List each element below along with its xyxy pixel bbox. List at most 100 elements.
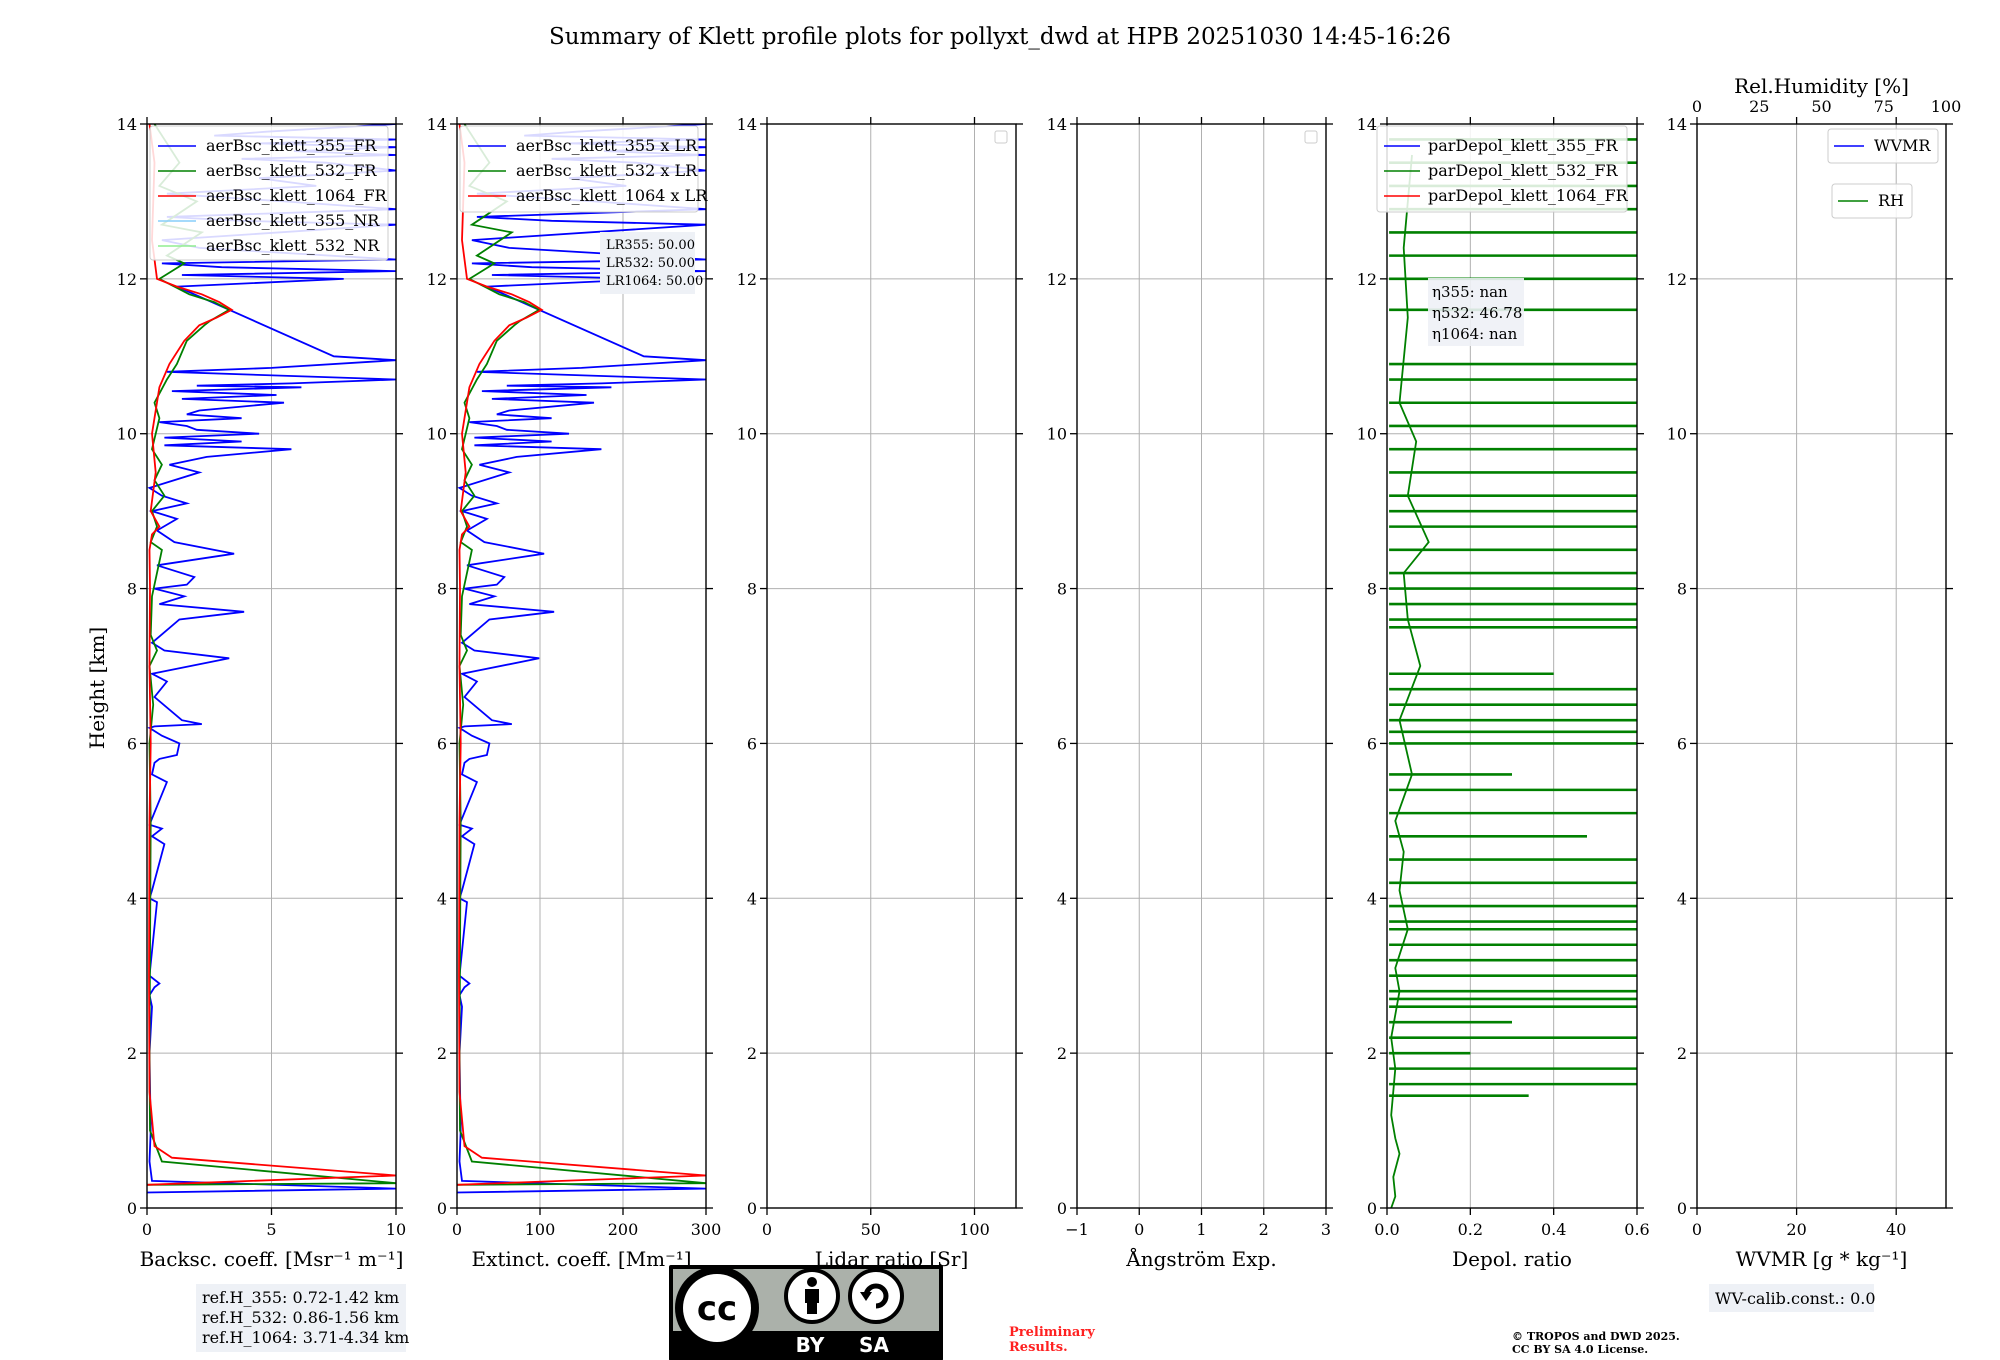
y-tick-label: 0 bbox=[1057, 1199, 1067, 1218]
eta-532: η532: 46.78 bbox=[1432, 304, 1522, 322]
x-tick-label: 50 bbox=[861, 1220, 881, 1239]
legend-entry: aerBsc_klett_1064_FR bbox=[206, 186, 388, 205]
y-tick-label: 6 bbox=[127, 734, 137, 753]
y-tick-label: 14 bbox=[737, 115, 757, 134]
refh-info-box: ref.H_355: 0.72-1.42 km ref.H_532: 0.86-… bbox=[196, 1284, 409, 1352]
y-tick-label: 0 bbox=[1677, 1199, 1687, 1218]
series-group bbox=[1389, 138, 1637, 1208]
legend-depol: parDepol_klett_355_FR parDepol_klett_532… bbox=[1376, 125, 1629, 213]
y-tick-label: 10 bbox=[737, 425, 757, 444]
y-tick-label: 2 bbox=[1367, 1044, 1377, 1063]
legend-backscatter: aerBsc_klett_355_FR aerBsc_klett_532_FR … bbox=[149, 125, 389, 261]
y-tick-label: 2 bbox=[437, 1044, 447, 1063]
y-tick-label: 12 bbox=[1357, 270, 1377, 289]
y-tick-label: 4 bbox=[747, 889, 757, 908]
y-tick-label: 0 bbox=[127, 1199, 137, 1218]
x-tick-label: 0 bbox=[1692, 1220, 1702, 1239]
legend-wvmr: WVMR bbox=[1827, 128, 1939, 164]
x-axis-label: Ångström Exp. bbox=[1125, 1246, 1276, 1271]
y-tick-label: 10 bbox=[1667, 425, 1687, 444]
x-axis-label: Backsc. coeff. [Msr⁻¹ m⁻¹] bbox=[140, 1247, 404, 1271]
y-tick-label: 8 bbox=[437, 580, 447, 599]
series-line-aerBsc_klett_1064_FR bbox=[147, 124, 396, 1186]
x-tick-label: 10 bbox=[386, 1220, 406, 1239]
y-tick-label: 2 bbox=[1057, 1044, 1067, 1063]
axes-frame bbox=[146, 123, 397, 1209]
y-tick-label: 4 bbox=[437, 889, 447, 908]
legend-entry: aerBsc_klett_355_NR bbox=[206, 211, 380, 230]
y-tick-label: 2 bbox=[127, 1044, 137, 1063]
legend-entry: parDepol_klett_355_FR bbox=[1428, 136, 1619, 155]
wv-calib-box: WV-calib.const.: 0.0 bbox=[1709, 1284, 1876, 1312]
x-tick-label: 2 bbox=[1259, 1220, 1269, 1239]
eta-355: η355: nan bbox=[1432, 283, 1508, 301]
y-tick-label: 12 bbox=[1047, 270, 1067, 289]
y-tick-label: 14 bbox=[1047, 115, 1067, 134]
y-tick-label: 8 bbox=[747, 580, 757, 599]
x-axis-label: Depol. ratio bbox=[1452, 1247, 1572, 1271]
wv-calib-text: WV-calib.const.: 0.0 bbox=[1715, 1289, 1876, 1308]
legend-entry: aerBsc_klett_532_FR bbox=[206, 161, 377, 180]
y-tick-label: 8 bbox=[1367, 580, 1377, 599]
y-tick-label: 12 bbox=[117, 270, 137, 289]
y-tick-label: 0 bbox=[1367, 1199, 1377, 1218]
y-tick-label: 2 bbox=[747, 1044, 757, 1063]
x-axis-label: WVMR [g * kg⁻¹] bbox=[1736, 1247, 1908, 1271]
legend-extinction: aerBsc_klett_355 x LR aerBsc_klett_532 x… bbox=[459, 125, 708, 213]
y-tick-label: 8 bbox=[127, 580, 137, 599]
y-tick-label: 0 bbox=[437, 1199, 447, 1218]
x-tick-label: 100 bbox=[959, 1220, 990, 1239]
lr-532: LR532: 50.00 bbox=[606, 256, 695, 271]
refh-532: ref.H_532: 0.86-1.56 km bbox=[202, 1308, 399, 1327]
series-line-ext-aerBsc_klett_532_FR bbox=[457, 124, 706, 1186]
legend-rh: RH bbox=[1831, 183, 1913, 219]
empty-legend-angstrom bbox=[1304, 130, 1318, 144]
lr-355: LR355: 50.00 bbox=[606, 238, 695, 253]
y-tick-label: 6 bbox=[437, 734, 447, 753]
y-tick-label: 12 bbox=[427, 270, 447, 289]
sa-label: SA bbox=[859, 1333, 889, 1357]
x-tick-label: 0 bbox=[142, 1220, 152, 1239]
eta-info-box: η355: nan η532: 46.78 η1064: nan bbox=[1428, 278, 1524, 346]
x-tick-label: −1 bbox=[1065, 1220, 1089, 1239]
series-group bbox=[457, 124, 706, 1194]
lr-info-box: LR355: 50.00 LR532: 50.00 LR1064: 50.00 bbox=[600, 232, 703, 294]
y-tick-label: 6 bbox=[747, 734, 757, 753]
copyright-line-1: © TROPOS and DWD 2025. bbox=[1512, 1330, 1680, 1343]
legend-entry: WVMR bbox=[1874, 136, 1931, 155]
y-tick-label: 0 bbox=[747, 1199, 757, 1218]
y-tick-label: 10 bbox=[1047, 425, 1067, 444]
y-tick-label: 4 bbox=[127, 889, 137, 908]
preliminary-label: Preliminary bbox=[1009, 1325, 1095, 1340]
series-line-ext-aerBsc_klett_1064_FR bbox=[457, 124, 706, 1186]
x-tick-label: 0.4 bbox=[1541, 1220, 1566, 1239]
panel-depol: 0 2 4 6 8 10 12 14 0.0 0.2 0.4 0.6 Depol. ratio bbox=[1357, 115, 1650, 1271]
series-line-parDepol_klett_532_FR bbox=[1390, 154, 1430, 1208]
x-tick-label: 1 bbox=[1196, 1220, 1206, 1239]
top-x-axis-label: Rel.Humidity [%] bbox=[1734, 74, 1909, 98]
x-tick-label: 300 bbox=[691, 1220, 722, 1239]
panel-backscatter: 0 2 4 6 8 10 12 14 0 5 10 Backsc. coeff. [Msr⁻¹ m⁻¹… bbox=[117, 115, 407, 1271]
legend-entry: parDepol_klett_1064_FR bbox=[1428, 186, 1629, 205]
y-tick-label: 4 bbox=[1367, 889, 1377, 908]
y-tick-label: 12 bbox=[1667, 270, 1687, 289]
legend-entry: aerBsc_klett_532 x LR bbox=[516, 161, 698, 180]
top-x-tick-label: 25 bbox=[1749, 97, 1769, 116]
x-tick-label: 0.6 bbox=[1624, 1220, 1649, 1239]
series-line-ext-aerBsc_klett_355_FR bbox=[457, 124, 706, 1194]
legend-entry: aerBsc_klett_1064 x LR bbox=[516, 186, 708, 205]
x-tick-label: 0.0 bbox=[1374, 1220, 1399, 1239]
preliminary-label-2: Results. bbox=[1009, 1340, 1068, 1355]
x-tick-label: 0 bbox=[1134, 1220, 1144, 1239]
panel-wvmr_rh: 0 2 4 6 8 10 12 14 0 20 40 WVMR [g * kg⁻¹] 0 25 50 75 10… bbox=[1667, 74, 1962, 1271]
y-axis-label: Height [km] bbox=[85, 627, 109, 749]
top-x-tick-label: 100 bbox=[1931, 97, 1962, 116]
top-x-tick-label: 75 bbox=[1874, 97, 1894, 116]
empty-legend-lidar-ratio bbox=[994, 130, 1008, 144]
x-tick-label: 0 bbox=[452, 1220, 462, 1239]
x-axis-label: Extinct. coeff. [Mm⁻¹] bbox=[471, 1247, 691, 1271]
